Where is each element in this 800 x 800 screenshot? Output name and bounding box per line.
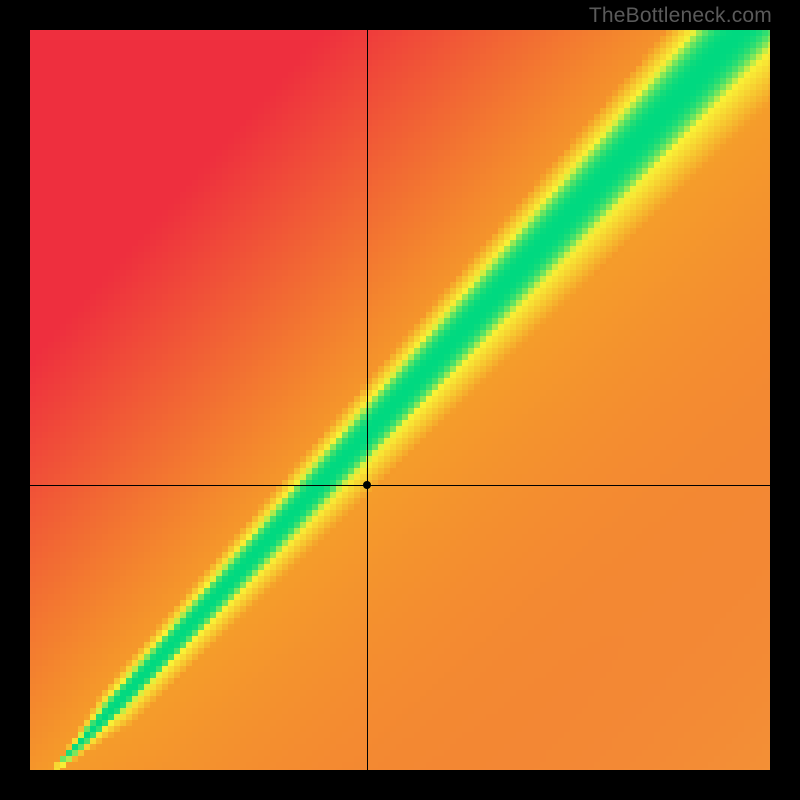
marker-point [363, 481, 371, 489]
heatmap-plot [30, 30, 770, 770]
watermark-text: TheBottleneck.com [589, 4, 772, 28]
heatmap-canvas [30, 30, 770, 770]
crosshair-horizontal [30, 485, 770, 486]
crosshair-vertical [367, 30, 368, 770]
